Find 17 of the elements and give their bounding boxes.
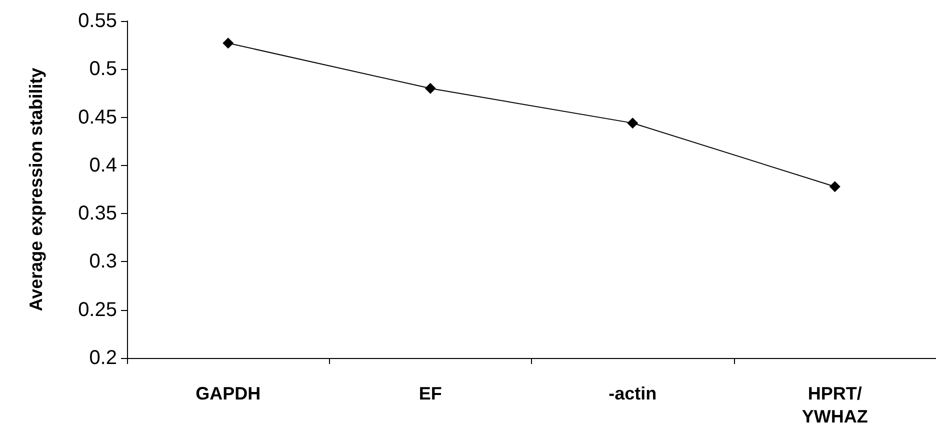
y-tick-label: 0.55 [78, 10, 117, 32]
y-tick-label: 0.3 [89, 250, 117, 273]
y-tick-label: 0.45 [78, 106, 117, 128]
y-tick-label: 0.35 [78, 202, 117, 225]
point [222, 38, 234, 49]
x-tick-label: GAPDH [196, 384, 261, 404]
x-tick-label: HPRT/YWHAZ [802, 384, 868, 426]
point [627, 118, 638, 129]
x-tick-label: -actin [608, 384, 657, 404]
y-tick-label: 0.5 [89, 58, 117, 80]
y-tick-label: 0.25 [78, 298, 117, 321]
y-tick-label: 0.4 [89, 154, 117, 176]
y-tick-label: 0.2 [89, 347, 117, 369]
point [829, 181, 840, 192]
y-axis-title: Average expression stability [26, 68, 46, 312]
x-tick-label: EF [418, 384, 442, 404]
point [424, 82, 436, 94]
